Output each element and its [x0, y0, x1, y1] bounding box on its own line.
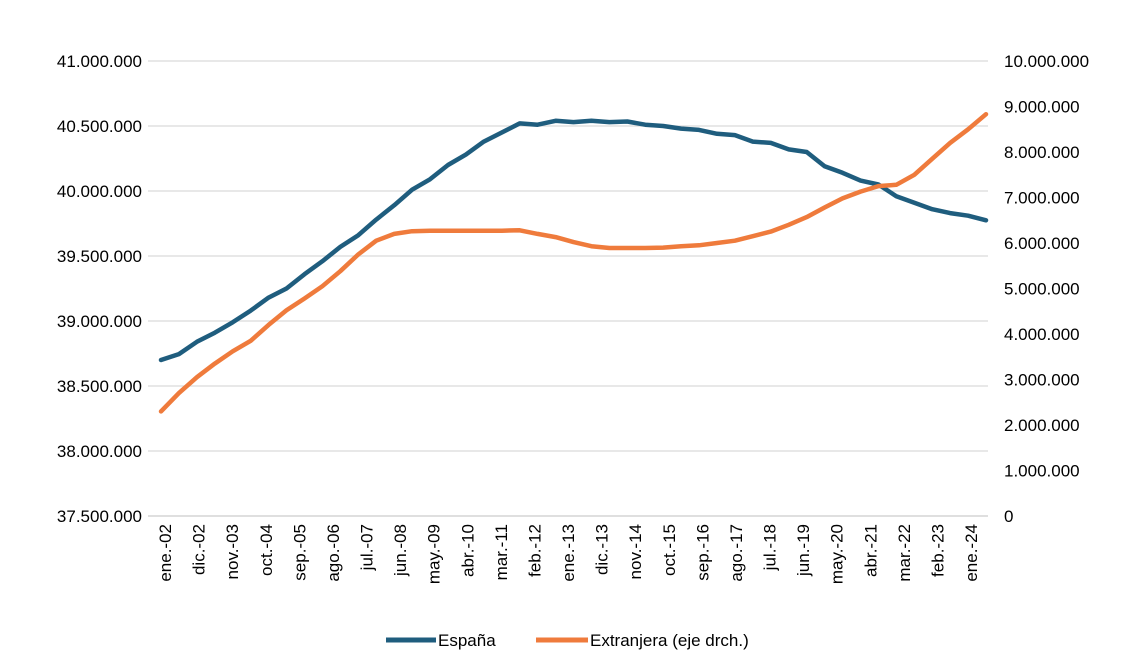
x-tick-label: ago.-17 — [727, 524, 746, 582]
left-tick-label: 38.500.000 — [57, 377, 142, 396]
left-tick-label: 40.500.000 — [57, 117, 142, 136]
left-axis-tick-labels: 37.500.000 38.000.000 38.500.000 39.000.000… — [57, 52, 142, 526]
x-tick-label: jun.-08 — [391, 524, 410, 577]
series-line-extranjera — [158, 111, 989, 414]
x-tick-label: may.-20 — [828, 524, 847, 584]
x-tick-label: ene.-13 — [559, 524, 578, 582]
left-tick-label: 39.000.000 — [57, 312, 142, 331]
x-tick-label: jun.-19 — [794, 524, 813, 577]
right-tick-label: 1.000.000 — [1004, 462, 1080, 481]
x-tick-label: dic.-13 — [593, 524, 612, 575]
x-axis-tick-labels: ene.-02 dic.-02 nov.-03 oct.-04 sep.-05 ago.-… — [156, 524, 981, 584]
left-tick-label: 40.000.000 — [57, 182, 142, 201]
x-tick-label: ene.-02 — [156, 524, 175, 582]
gridlines — [148, 60, 988, 452]
legend-label-extranjera: Extranjera (eje drch.) — [590, 631, 749, 650]
right-axis-tick-labels: 0 1.000.000 2.000.000 3.000.000 4.000.000 5.0… — [1004, 52, 1089, 526]
right-tick-label: 10.000.000 — [1004, 52, 1089, 71]
x-tick-label: jul.-18 — [761, 524, 780, 571]
x-tick-label: nov.-14 — [626, 524, 645, 579]
x-tick-label: feb.-12 — [525, 524, 544, 577]
series-line-espana — [158, 118, 989, 363]
x-tick-label: may.-09 — [425, 524, 444, 584]
right-tick-label: 9.000.000 — [1004, 98, 1080, 117]
series-layer — [158, 111, 989, 414]
left-tick-label: 38.000.000 — [57, 442, 142, 461]
right-tick-label: 7.000.000 — [1004, 189, 1080, 208]
legend: España Extranjera (eje drch.) — [386, 631, 749, 650]
left-tick-label: 41.000.000 — [57, 52, 142, 71]
right-tick-label: 3.000.000 — [1004, 371, 1080, 390]
x-tick-label: mar.-22 — [895, 524, 914, 582]
x-tick-label: nov.-03 — [223, 524, 242, 579]
right-tick-label: 5.000.000 — [1004, 280, 1080, 299]
x-tick-label: ago.-06 — [324, 524, 343, 582]
x-tick-label: jul.-07 — [358, 524, 377, 571]
left-tick-label: 37.500.000 — [57, 507, 142, 526]
right-tick-label: 2.000.000 — [1004, 416, 1080, 435]
x-tick-label: mar.-11 — [492, 524, 511, 580]
x-tick-label: ene.-24 — [962, 524, 981, 582]
x-tick-label: oct.-15 — [660, 524, 679, 576]
legend-label-espana: España — [438, 631, 496, 650]
x-tick-label: abr.-10 — [458, 524, 477, 577]
right-tick-label: 6.000.000 — [1004, 234, 1080, 253]
x-tick-label: dic.-02 — [190, 524, 209, 575]
right-tick-label: 8.000.000 — [1004, 143, 1080, 162]
x-tick-label: oct.-04 — [257, 524, 276, 576]
left-tick-label: 39.500.000 — [57, 247, 142, 266]
right-tick-label: 0 — [1004, 507, 1013, 526]
right-tick-label: 4.000.000 — [1004, 325, 1080, 344]
x-tick-label: abr.-21 — [861, 524, 880, 577]
x-tick-label: feb.-23 — [928, 524, 947, 577]
x-tick-label: sep.-16 — [693, 524, 712, 581]
x-tick-label: sep.-05 — [290, 524, 309, 581]
